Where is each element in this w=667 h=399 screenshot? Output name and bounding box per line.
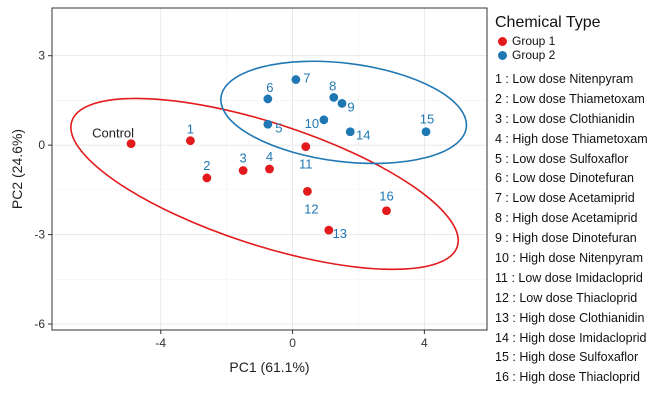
group-1-point (126, 139, 136, 149)
point-label: 14 (356, 128, 370, 143)
group-2-point (263, 119, 273, 129)
point-label: 13 (333, 226, 347, 241)
compound-key-item: 1 : Low dose Nitenpyram (495, 72, 634, 86)
point-label: 2 (203, 158, 210, 173)
group-1-point (324, 225, 334, 235)
group-2-point (337, 99, 347, 108)
compound-key-item: 8 : High dose Acetamiprid (495, 211, 638, 226)
point-label: 5 (275, 120, 282, 135)
group-1-point (302, 186, 312, 196)
group-2-point (345, 127, 355, 137)
group-1-point (202, 173, 212, 183)
group-2-marker-icon (498, 50, 507, 60)
y-tick-label: 0 (38, 138, 45, 152)
compound-key-item: 7 : Low dose Acetamiprid (495, 191, 635, 206)
group-2-point (291, 75, 301, 84)
group-2-point (263, 94, 273, 104)
group-1-point (238, 166, 248, 175)
point-label: 11 (299, 157, 313, 172)
compound-key-item: 13 : High dose Clothianidin (495, 310, 645, 325)
y-tick-label: -3 (34, 228, 45, 242)
point-label: 15 (420, 112, 434, 127)
group-2-point (421, 127, 431, 137)
plot-border (51, 7, 488, 331)
point-label: 8 (329, 78, 336, 93)
compound-key-list: 1 : Low dose Nitenpyram 2 : Low dose Thi… (495, 70, 667, 388)
x-tick-label: 4 (421, 336, 428, 350)
legend-label-group-2: Group 2 (512, 48, 556, 62)
compound-key-item: 9 : High dose Dinotefuran (495, 231, 637, 246)
legend-item-group-1: Group 1 (495, 34, 665, 48)
x-tick-label: 0 (289, 336, 296, 350)
compound-key-item: 2 : Low dose Thiametoxam (495, 91, 645, 106)
compound-key-item: 14 : High dose Imidacloprid (495, 330, 647, 345)
compound-key-item: 15 : High dose Sulfoxaflor (495, 350, 639, 365)
group-2-point (319, 115, 329, 125)
group-1-confidence-ellipse (70, 97, 460, 271)
point-label: Control (92, 126, 134, 141)
y-tick-label: 3 (38, 49, 45, 63)
group-1-point (382, 206, 391, 216)
legend-title: Chemical Type (495, 14, 601, 31)
point-label: 16 (379, 189, 393, 204)
group-2-point (329, 93, 339, 102)
y-tick-label: -6 (34, 317, 45, 331)
compound-key-item: 12 : Low dose Thiacloprid (495, 290, 638, 305)
point-label: 10 (305, 116, 319, 131)
point-label: 9 (347, 99, 354, 114)
point-label: 1 (187, 122, 194, 137)
point-label: 12 (304, 201, 318, 216)
x-tick-label: -4 (155, 336, 166, 350)
y-axis-title: PC2 (24.6%) (9, 129, 25, 209)
compound-key-item: 5 : Low dose Sulfoxaflor (495, 151, 629, 166)
group-1-marker-icon (498, 36, 507, 46)
group-1-point (186, 136, 195, 146)
group-1-point (265, 164, 274, 174)
point-label: 4 (266, 149, 273, 164)
legend-item-group-2: Group 2 (495, 48, 665, 62)
group-2-confidence-ellipse (220, 60, 468, 165)
compound-key-item: 6 : Low dose Dinotefuran (495, 171, 634, 186)
group-1-point (301, 142, 311, 152)
point-label: 6 (266, 80, 273, 95)
compound-key-item: 10 : High dose Nitenpyram (495, 251, 643, 266)
point-label: 7 (303, 71, 310, 86)
compound-key-item: 4 : High dose Thiametoxam (495, 131, 648, 146)
compound-key-item: 16 : High dose Thiacloprid (495, 370, 640, 385)
x-axis-title: PC1 (61.1%) (229, 359, 309, 375)
compound-key-item: 11 : Low dose Imidacloprid (495, 270, 643, 285)
legend: Chemical Type Group 1 Group 2 (495, 14, 665, 62)
point-label: 3 (240, 150, 247, 165)
legend-label-group-1: Group 1 (512, 34, 556, 48)
compound-key-item: 3 : Low dose Clothianidin (495, 111, 635, 126)
